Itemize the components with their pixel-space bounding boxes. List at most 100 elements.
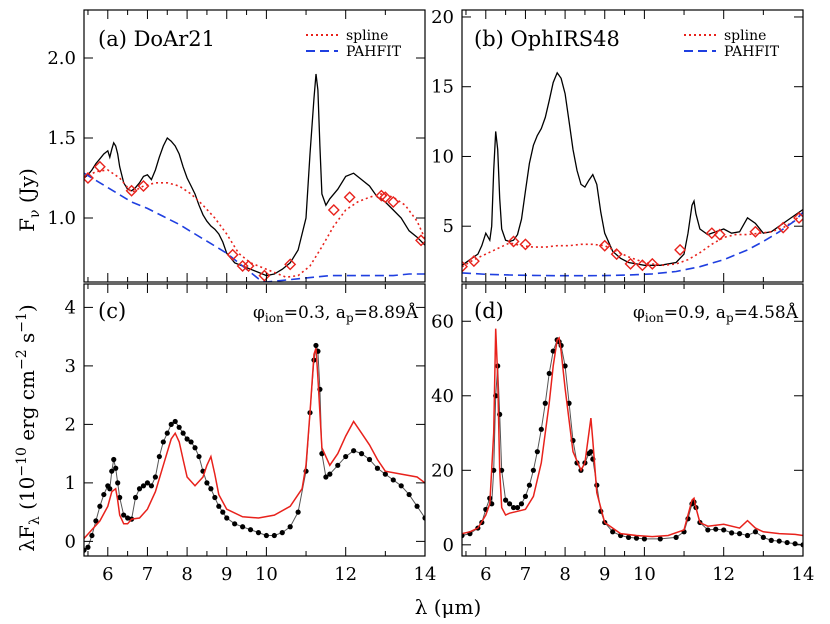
data-point-c bbox=[224, 515, 230, 521]
y-tick-label-d: 40 bbox=[431, 386, 454, 407]
legend-a: spline PAHFIT bbox=[306, 28, 402, 60]
data-point-c bbox=[263, 532, 269, 539]
anchor-point-b bbox=[674, 243, 687, 256]
legend-a-pahfit-label: PAHFIT bbox=[346, 44, 402, 60]
data-point-d bbox=[784, 539, 790, 546]
data-point-c bbox=[172, 418, 178, 425]
data-point-c bbox=[327, 471, 333, 477]
x-tick-label: 10 bbox=[633, 564, 656, 585]
data-point-c bbox=[335, 462, 341, 468]
x-tick-label: 8 bbox=[559, 564, 570, 585]
data-point-c bbox=[422, 515, 425, 521]
anchor-point-b bbox=[793, 211, 803, 224]
data-point-d bbox=[562, 363, 568, 369]
x-tick-label: 12 bbox=[334, 564, 357, 585]
x-tick-label: 14 bbox=[414, 564, 437, 585]
panel-a-label: (a) DoAr21 bbox=[98, 27, 215, 51]
anchor-point-b bbox=[646, 257, 659, 270]
data-point-c bbox=[255, 530, 262, 536]
data-point-c bbox=[115, 480, 121, 486]
data-point-c bbox=[89, 532, 95, 539]
data-point-c bbox=[240, 524, 246, 530]
data-point-c bbox=[176, 424, 182, 430]
panel-frame-a bbox=[83, 9, 426, 283]
data-point-c bbox=[85, 544, 91, 550]
data-point-c bbox=[93, 518, 99, 524]
data-point-c bbox=[140, 483, 147, 489]
data-point-c bbox=[351, 448, 357, 454]
data-point-d bbox=[522, 493, 529, 499]
data-point-c bbox=[113, 465, 119, 471]
panel-d: 6 7 8 9 10 12 14 0 20 40 60 bbox=[431, 283, 814, 585]
data-point-c bbox=[109, 468, 115, 474]
x-tick-label: 10 bbox=[255, 564, 278, 585]
anchor-point-a bbox=[226, 248, 239, 261]
anchor-point-b bbox=[467, 255, 480, 268]
data-point-c bbox=[313, 342, 319, 349]
panel-d-label: (d) bbox=[474, 299, 504, 323]
data-point-d bbox=[506, 501, 513, 507]
data-point-c bbox=[144, 480, 151, 486]
anchor-point-a bbox=[327, 204, 340, 216]
data-point-c bbox=[192, 445, 198, 451]
data-point-d bbox=[526, 482, 533, 488]
series-data-line-c bbox=[84, 345, 425, 551]
data-point-d bbox=[744, 532, 751, 539]
data-point-c bbox=[220, 509, 226, 515]
y-tick-label-c: 1 bbox=[65, 473, 76, 494]
anchor-point-a bbox=[125, 184, 138, 197]
data-point-c bbox=[111, 456, 117, 463]
anchor-point-a bbox=[258, 269, 271, 282]
data-point-d bbox=[792, 541, 798, 547]
x-tick-label: 6 bbox=[480, 564, 491, 585]
x-tick-label: 6 bbox=[102, 564, 113, 585]
y-tick-label-a: 1.5 bbox=[47, 128, 76, 149]
data-point-c bbox=[107, 486, 113, 492]
data-point-c bbox=[148, 483, 155, 489]
data-point-c bbox=[136, 486, 143, 492]
panel-frame-b bbox=[461, 9, 804, 283]
data-point-d bbox=[776, 538, 782, 544]
series-spline-a bbox=[84, 169, 425, 279]
data-point-c bbox=[271, 532, 277, 539]
data-point-c bbox=[216, 503, 222, 509]
series-spline-b bbox=[462, 210, 803, 268]
panel-b: 5 10 15 20 bbox=[431, 7, 804, 283]
panel-a: 1.0 1.5 2.0 bbox=[47, 9, 426, 283]
anchor-point-b bbox=[610, 248, 623, 261]
x-axis-label: λ (μm) bbox=[415, 595, 482, 619]
data-point-d bbox=[510, 504, 517, 511]
data-point-c bbox=[180, 430, 186, 436]
anchor-point-a bbox=[93, 160, 106, 173]
data-point-c bbox=[125, 515, 131, 521]
anchor-point-a bbox=[387, 196, 400, 208]
y-tick-label-b: 20 bbox=[431, 7, 454, 28]
y-tick-label-b: 15 bbox=[431, 77, 454, 98]
anchor-point-a bbox=[84, 172, 94, 184]
data-point-d bbox=[625, 534, 632, 540]
anchor-point-b bbox=[636, 259, 649, 272]
panel-c-label: (c) bbox=[98, 299, 126, 323]
y-tick-label-b: 10 bbox=[431, 146, 454, 167]
data-point-c bbox=[295, 509, 301, 515]
x-tick-label: 8 bbox=[181, 564, 192, 585]
data-point-d bbox=[768, 537, 774, 543]
y-tick-label-c: 0 bbox=[65, 531, 76, 552]
data-point-d bbox=[542, 400, 548, 406]
anchor-point-b bbox=[598, 239, 611, 252]
data-point-d bbox=[518, 501, 525, 507]
y-tick-label-b: 5 bbox=[443, 216, 454, 237]
legend-b-spline-label: spline bbox=[724, 28, 766, 44]
x-tick-label: 9 bbox=[599, 564, 610, 585]
data-point-c bbox=[168, 421, 174, 427]
data-point-c bbox=[188, 439, 194, 445]
y-axis-label-bottom: λFλ (10−10 erg cm−2 s−1) bbox=[14, 304, 43, 551]
anchor-point-b bbox=[749, 225, 762, 238]
y-tick-label-c: 3 bbox=[65, 356, 76, 377]
x-tick-label: 9 bbox=[221, 564, 232, 585]
series-model-d bbox=[462, 328, 803, 538]
data-point-d bbox=[610, 529, 616, 535]
data-point-d bbox=[673, 534, 679, 540]
data-point-c bbox=[414, 503, 420, 509]
